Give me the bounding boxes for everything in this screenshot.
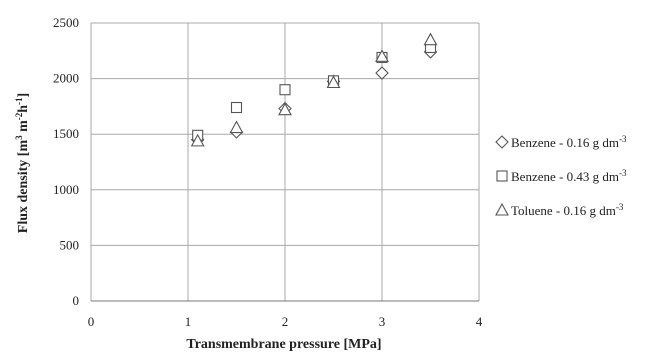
x-tick-label: 0 bbox=[88, 314, 95, 329]
legend-square-icon bbox=[496, 170, 508, 182]
y-tick-labels: 0 500 1000 1500 2000 2500 bbox=[53, 15, 79, 308]
legend-item: Benzene - 0.16 g dm-3 bbox=[495, 134, 627, 150]
legend-item: Toluene - 0.16 g dm-3 bbox=[495, 202, 624, 218]
y-tick-label: 0 bbox=[73, 293, 80, 308]
x-tick-labels: 0 1 2 3 4 bbox=[88, 314, 483, 329]
data-marks bbox=[190, 32, 438, 147]
legend-label: Benzene - 0.43 g dm-3 bbox=[511, 168, 627, 184]
triangle-point bbox=[326, 75, 341, 89]
legend-item: Benzene - 0.43 g dm-3 bbox=[496, 168, 627, 184]
triangle-point bbox=[375, 49, 389, 62]
x-tick-label: 1 bbox=[185, 314, 192, 329]
triangle-point bbox=[423, 32, 438, 46]
x-tick-label: 3 bbox=[379, 314, 386, 329]
y-tick-label: 2000 bbox=[53, 71, 79, 86]
legend-diamond-icon bbox=[495, 135, 509, 149]
y-tick-label: 500 bbox=[60, 237, 80, 252]
x-axis-title: Transmembrane pressure [MPa] bbox=[186, 337, 381, 352]
diamond-point bbox=[375, 66, 389, 80]
y-tick-label: 1000 bbox=[53, 182, 79, 197]
grid bbox=[90, 22, 480, 302]
series-triangle bbox=[190, 32, 438, 147]
triangle-point bbox=[190, 133, 205, 147]
series-square bbox=[192, 41, 437, 141]
x-tick-label: 2 bbox=[282, 314, 289, 329]
legend-triangle-icon bbox=[495, 202, 509, 216]
series-diamond bbox=[190, 45, 438, 147]
x-tick-label: 4 bbox=[476, 314, 483, 329]
legend: Benzene - 0.16 g dm-3 Benzene - 0.43 g dm… bbox=[495, 134, 627, 218]
y-axis-title: Flux density [m3 m-2h-1] bbox=[14, 93, 31, 233]
triangle-point bbox=[278, 102, 292, 116]
legend-label: Benzene - 0.16 g dm-3 bbox=[511, 134, 627, 150]
y-tick-label: 2500 bbox=[53, 15, 79, 30]
square-point bbox=[279, 84, 291, 96]
legend-label: Toluene - 0.16 g dm-3 bbox=[511, 202, 624, 218]
square-point bbox=[230, 101, 243, 114]
triangle-point bbox=[229, 120, 244, 134]
y-tick-label: 1500 bbox=[53, 126, 79, 141]
